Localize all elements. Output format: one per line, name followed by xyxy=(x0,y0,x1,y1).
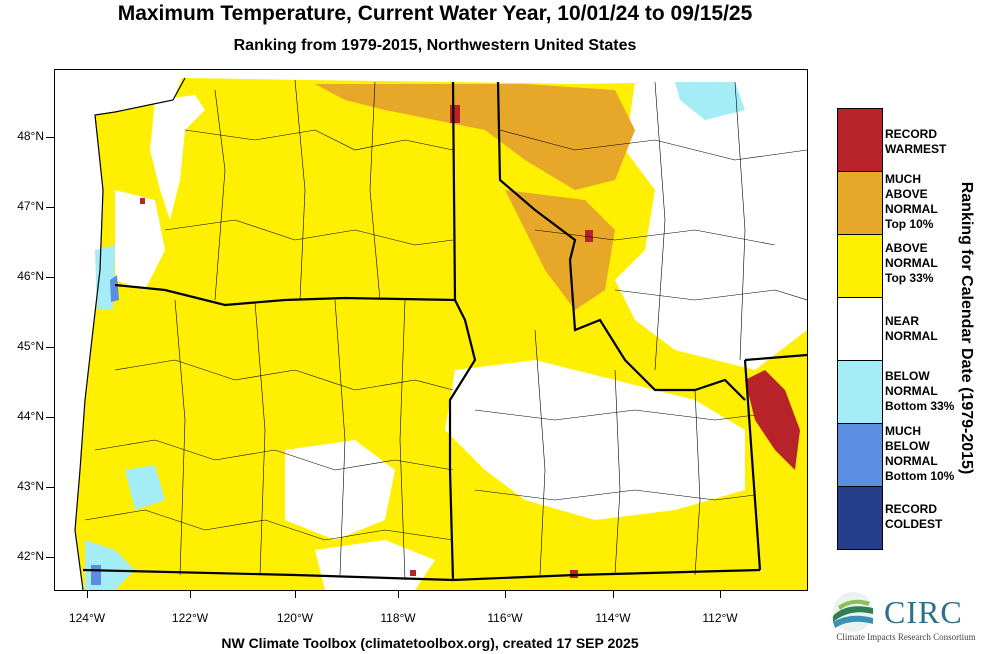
tick-48n xyxy=(46,137,54,138)
map-subtitle: Ranking from 1979-2015, Northwestern Uni… xyxy=(233,37,637,54)
record-warm-patch-2 xyxy=(585,230,593,242)
id-wy-border xyxy=(743,359,762,571)
tick-116w xyxy=(505,591,506,598)
record-warm-patch-5 xyxy=(140,198,145,204)
lat-label-43: 43°N xyxy=(17,479,44,493)
legend-label-much-above: MUCH ABOVE NORMAL Top 10% xyxy=(885,172,938,231)
lon-label-122: 122°W xyxy=(171,611,209,625)
mt-wy-border xyxy=(744,353,807,362)
legend-label-record-coldest: RECORD COLDEST xyxy=(885,502,943,531)
lon-label-124: 124°W xyxy=(68,611,106,625)
legend-swatch-record-warmest xyxy=(838,109,882,172)
tick-42n xyxy=(46,557,54,558)
legend-swatch-below xyxy=(838,361,882,424)
credit-line: NW Climate Toolbox (climatetoolbox.org),… xyxy=(221,635,639,651)
circ-logo-mark xyxy=(833,592,873,632)
lat-label-48: 48°N xyxy=(17,129,44,143)
puget-sound xyxy=(150,95,205,220)
tick-114w xyxy=(613,591,614,598)
tick-124w xyxy=(87,591,88,598)
legend-label-near: NEAR NORMAL xyxy=(885,314,938,343)
legend-label-much-below: MUCH BELOW NORMAL Bottom 10% xyxy=(885,424,955,483)
lat-label-46: 46°N xyxy=(17,269,44,283)
legend xyxy=(837,108,883,550)
lat-label-47: 47°N xyxy=(17,199,44,213)
snake-plain-near-normal xyxy=(445,360,745,520)
below-normal-montana xyxy=(675,82,745,120)
lat-label-44: 44°N xyxy=(17,409,44,423)
record-warm-patch-1 xyxy=(450,105,460,123)
or-id-border xyxy=(448,299,477,581)
tick-45n xyxy=(46,347,54,348)
circ-logo-name: CIRC xyxy=(884,594,963,630)
legend-label-record-warmest: RECORD WARMEST xyxy=(885,127,947,156)
map-title: Maximum Temperature, Current Water Year,… xyxy=(117,2,753,25)
lon-label-114: 114°W xyxy=(595,611,631,625)
tick-120w xyxy=(295,591,296,598)
coastline xyxy=(74,77,186,590)
id-mt-border xyxy=(496,81,746,401)
map-canvas xyxy=(55,70,807,590)
legend-swatch-near xyxy=(838,298,882,361)
montana-east-near-normal xyxy=(615,78,807,370)
nv-id-border xyxy=(452,568,761,582)
record-warm-patch-4 xyxy=(410,570,416,576)
lon-label-112: 112°W xyxy=(702,611,738,625)
lon-label-120: 120°W xyxy=(276,611,314,625)
legend-swatch-much-below xyxy=(838,424,882,487)
much-below-normal-ca xyxy=(91,565,101,585)
tick-46n xyxy=(46,277,54,278)
ocean xyxy=(55,70,185,590)
lat-label-42: 42°N xyxy=(17,549,44,563)
tick-43n xyxy=(46,487,54,488)
wa-id-border xyxy=(451,81,457,301)
washington-west-near-normal xyxy=(115,190,165,290)
record-warm-wyoming xyxy=(745,370,800,470)
county-borders xyxy=(84,79,807,581)
tick-122w xyxy=(190,591,191,598)
map-panel xyxy=(54,69,808,591)
legend-swatch-much-above xyxy=(838,172,882,235)
legend-swatch-record-coldest xyxy=(838,487,882,549)
lat-label-45: 45°N xyxy=(17,339,44,353)
much-above-idaho-panhandle xyxy=(505,190,615,310)
legend-swatch-above xyxy=(838,235,882,298)
much-above-north xyxy=(315,84,635,190)
tick-47n xyxy=(46,207,54,208)
below-normal-or-sw xyxy=(125,465,165,510)
legend-label-above: ABOVE NORMAL Top 33% xyxy=(885,241,938,285)
tick-112w xyxy=(720,591,721,598)
circ-logo-subtitle: Climate Impacts Research Consortium xyxy=(836,632,976,642)
canada xyxy=(55,70,807,84)
much-below-normal-coast xyxy=(110,275,119,302)
oregon-se-near-normal xyxy=(285,440,395,540)
tick-44n xyxy=(46,417,54,418)
lon-label-118: 118°W xyxy=(380,611,416,625)
circ-logo: CIRC Climate Impacts Research Consortium xyxy=(826,590,986,652)
lon-label-116: 116°W xyxy=(487,611,523,625)
or-nv-ca-border xyxy=(82,568,454,582)
tick-118w xyxy=(398,591,399,598)
legend-label-below: BELOW NORMAL Bottom 33% xyxy=(885,369,955,413)
